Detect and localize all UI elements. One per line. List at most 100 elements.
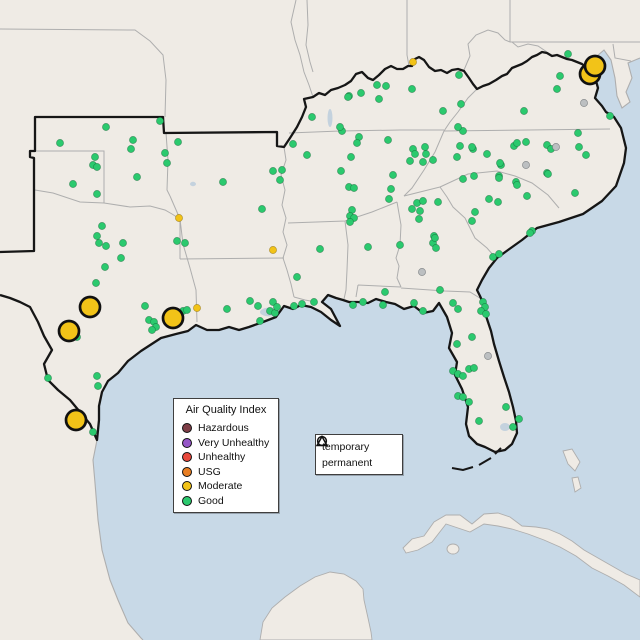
monitor-dot-good[interactable] [421, 143, 429, 151]
monitor-dot-good[interactable] [454, 123, 462, 131]
monitor-dot-good[interactable] [432, 244, 440, 252]
monitor-dot-good[interactable] [606, 112, 614, 120]
monitor-dot-good[interactable] [468, 217, 476, 225]
monitor-dot-good[interactable] [94, 382, 102, 390]
monitor-dot-good[interactable] [459, 127, 467, 135]
monitor-dot-good[interactable] [385, 195, 393, 203]
monitor-dot-good[interactable] [408, 205, 416, 213]
monitor-dot-good[interactable] [133, 173, 141, 181]
monitor-dot-moderate_large[interactable] [78, 295, 102, 319]
monitor-dot-good[interactable] [93, 163, 101, 171]
monitor-dot-moderate[interactable] [409, 58, 417, 66]
monitor-dot-good[interactable] [475, 417, 483, 425]
monitor-dot-good[interactable] [410, 299, 418, 307]
monitor-dot-good[interactable] [375, 95, 383, 103]
monitor-dot-good[interactable] [513, 139, 521, 147]
monitor-dot-good[interactable] [246, 297, 254, 305]
monitor-dot-good[interactable] [415, 215, 423, 223]
monitor-dot-good[interactable] [102, 242, 110, 250]
monitor-dot-good[interactable] [129, 136, 137, 144]
monitor-dot-good[interactable] [91, 153, 99, 161]
monitor-dot-good[interactable] [310, 298, 318, 306]
monitor-dot-good[interactable] [141, 302, 149, 310]
monitor-dot-good[interactable] [406, 157, 414, 165]
monitor-dot-good[interactable] [470, 364, 478, 372]
monitor-dot-moderate[interactable] [193, 304, 201, 312]
monitor-dot-good[interactable] [290, 302, 298, 310]
monitor-dot-good[interactable] [269, 298, 277, 306]
monitor-dot-good[interactable] [219, 178, 227, 186]
monitor-dot-good[interactable] [454, 305, 462, 313]
monitor-dot-good[interactable] [93, 232, 101, 240]
monitor-dot-good[interactable] [571, 189, 579, 197]
monitor-dot-good[interactable] [411, 150, 419, 158]
monitor-dot-good[interactable] [468, 143, 476, 151]
monitor-dot-good[interactable] [526, 229, 534, 237]
monitor-dot-good[interactable] [387, 185, 395, 193]
monitor-dot-good[interactable] [470, 172, 478, 180]
monitor-dot-good[interactable] [422, 150, 430, 158]
monitor-dot-good[interactable] [163, 159, 171, 167]
monitor-dot-good[interactable] [349, 301, 357, 309]
monitor-dot-good[interactable] [502, 403, 510, 411]
monitor-dot-good[interactable] [56, 139, 64, 147]
monitor-dot-good[interactable] [449, 299, 457, 307]
monitor-dot-good[interactable] [148, 326, 156, 334]
monitor-dot-good[interactable] [459, 372, 467, 380]
monitor-dot-good[interactable] [495, 250, 503, 258]
monitor-dot-good[interactable] [89, 428, 97, 436]
monitor-dot-good[interactable] [101, 263, 109, 271]
monitor-dot-good[interactable] [439, 107, 447, 115]
monitor-dot-good[interactable] [298, 300, 306, 308]
monitor-dot-good[interactable] [453, 153, 461, 161]
monitor-dot-good[interactable] [564, 50, 572, 58]
monitor-dot-good[interactable] [373, 81, 381, 89]
monitor-dot-good[interactable] [357, 89, 365, 97]
monitor-dot-good[interactable] [419, 197, 427, 205]
monitor-dot-good[interactable] [544, 170, 552, 178]
monitor-dot-good[interactable] [336, 123, 344, 131]
monitor-dot-good[interactable] [223, 305, 231, 313]
monitor-dot-moderate_large[interactable] [64, 408, 88, 432]
monitor-dot-good[interactable] [174, 138, 182, 146]
monitor-dot-good[interactable] [117, 254, 125, 262]
monitor-dot-good[interactable] [523, 192, 531, 200]
monitor-dot-good[interactable] [337, 167, 345, 175]
monitor-dot-good[interactable] [482, 310, 490, 318]
monitor-dot-good[interactable] [468, 333, 476, 341]
monitor-dot-good[interactable] [419, 307, 427, 315]
monitor-dot-good[interactable] [254, 302, 262, 310]
monitor-dot-good[interactable] [161, 149, 169, 157]
monitor-dot-good[interactable] [408, 85, 416, 93]
monitor-dot-good[interactable] [359, 298, 367, 306]
monitor-dot-good[interactable] [92, 279, 100, 287]
monitor-dot-good[interactable] [44, 374, 52, 382]
monitor-dot-good[interactable] [396, 241, 404, 249]
monitor-dot-good[interactable] [495, 174, 503, 182]
monitor-dot-good[interactable] [459, 393, 467, 401]
monitor-dot-good[interactable] [344, 93, 352, 101]
monitor-dot-good[interactable] [364, 243, 372, 251]
monitor-dot-good[interactable] [436, 286, 444, 294]
monitor-dot-good[interactable] [457, 100, 465, 108]
monitor-dot-no_data[interactable] [552, 143, 560, 151]
monitor-dot-good[interactable] [520, 107, 528, 115]
monitor-dot-good[interactable] [485, 195, 493, 203]
monitor-dot-good[interactable] [353, 139, 361, 147]
monitor-dot-good[interactable] [181, 239, 189, 247]
monitor-dot-good[interactable] [173, 237, 181, 245]
monitor-dot-good[interactable] [515, 415, 523, 423]
monitor-dot-good[interactable] [303, 151, 311, 159]
monitor-dot-good[interactable] [119, 239, 127, 247]
monitor-dot-good[interactable] [434, 198, 442, 206]
monitor-dot-good[interactable] [346, 218, 354, 226]
monitor-dot-good[interactable] [384, 136, 392, 144]
monitor-dot-good[interactable] [419, 158, 427, 166]
monitor-dot-good[interactable] [127, 145, 135, 153]
monitor-dot-good[interactable] [582, 151, 590, 159]
monitor-dot-good[interactable] [431, 234, 439, 242]
monitor-dot-moderate[interactable] [175, 214, 183, 222]
monitor-dot-good[interactable] [156, 117, 164, 125]
monitor-dot-moderate_large[interactable] [583, 54, 607, 78]
